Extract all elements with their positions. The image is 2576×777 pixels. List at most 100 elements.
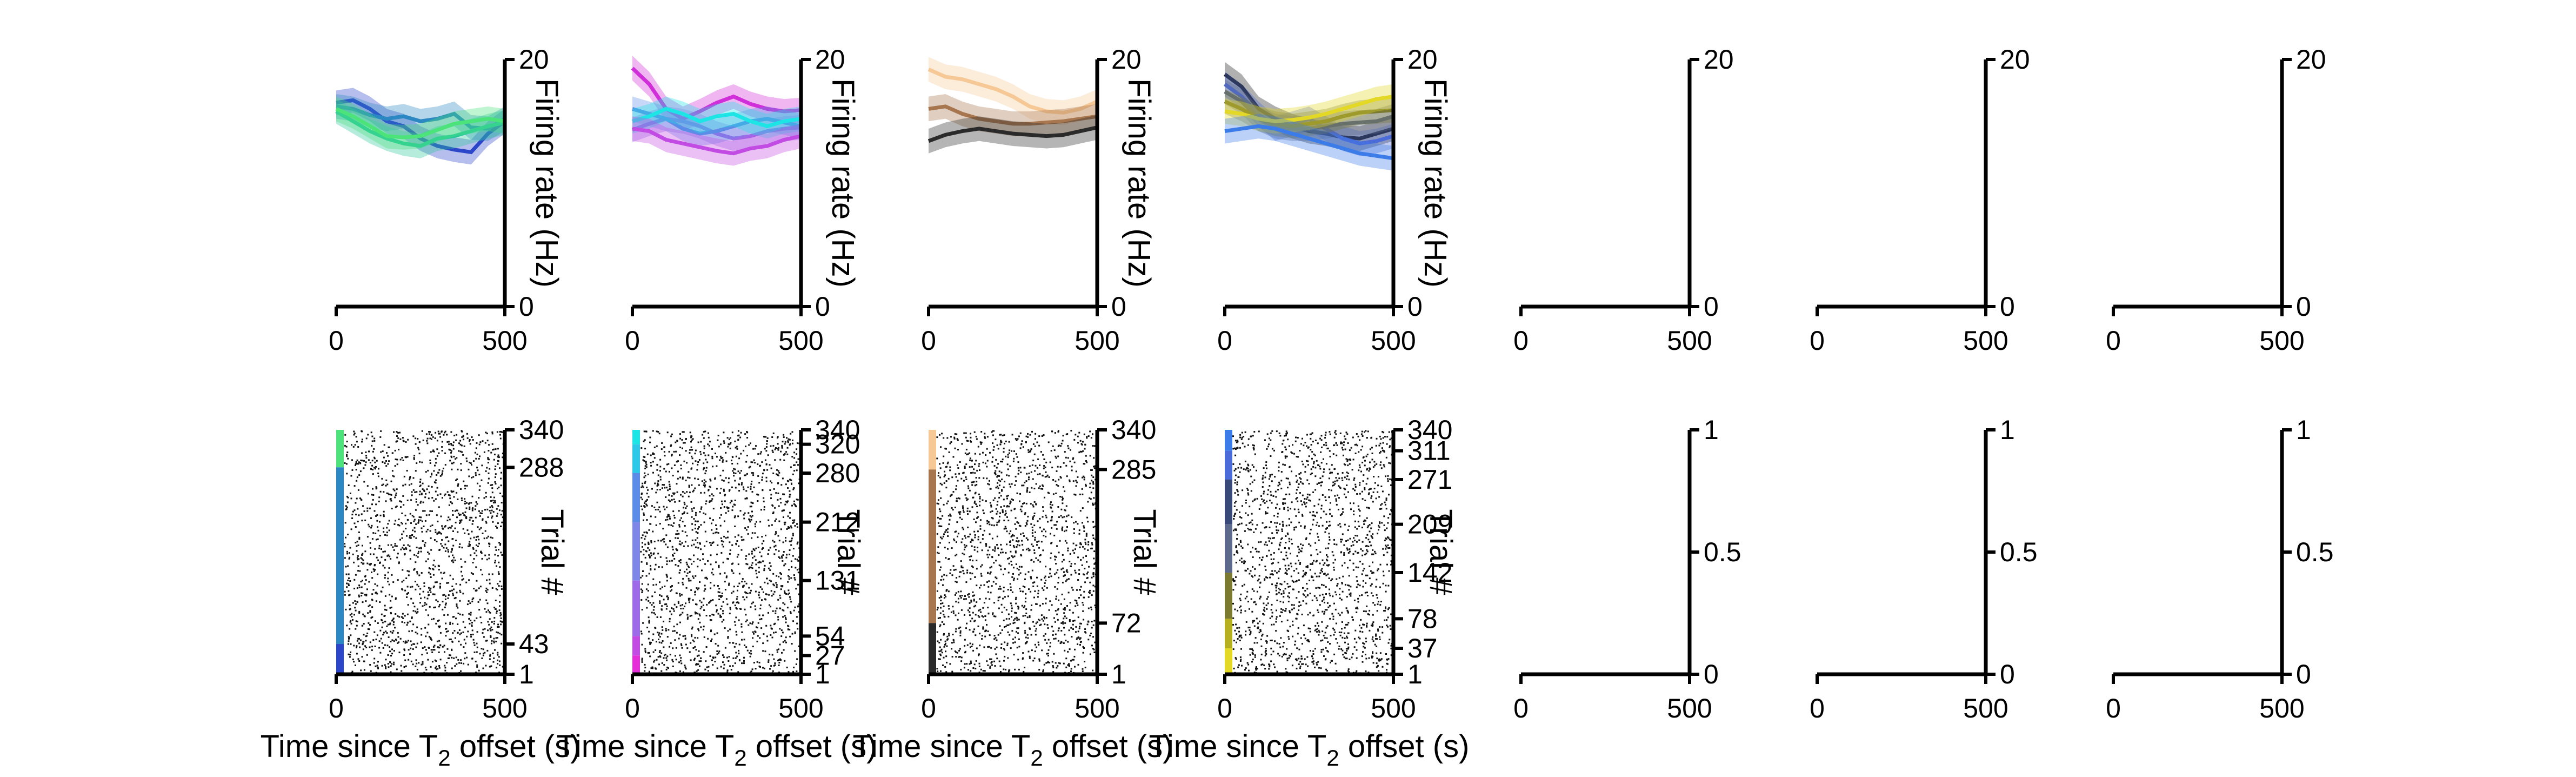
spike — [412, 663, 414, 666]
spike — [478, 489, 481, 491]
spike — [344, 546, 346, 548]
spike — [995, 508, 997, 510]
spike — [358, 585, 361, 587]
spike — [782, 602, 784, 604]
spike — [649, 441, 651, 443]
spike — [425, 635, 427, 637]
spike — [696, 469, 698, 471]
spike — [671, 454, 673, 456]
spike — [355, 628, 357, 630]
spike — [943, 656, 945, 659]
spike — [1076, 544, 1078, 546]
spike — [1009, 483, 1011, 486]
spike — [345, 463, 348, 465]
spike — [661, 487, 663, 489]
spike — [361, 595, 363, 597]
spike — [682, 495, 684, 497]
spike — [713, 633, 716, 635]
spike — [421, 520, 423, 522]
spike — [1057, 455, 1059, 457]
spike — [416, 571, 418, 573]
spike — [468, 533, 470, 535]
spike — [355, 526, 357, 528]
spike — [495, 483, 497, 485]
spike — [644, 650, 646, 652]
spike — [974, 493, 976, 495]
spike — [770, 625, 772, 627]
spike — [455, 540, 457, 541]
spike — [1082, 507, 1084, 509]
spike — [493, 640, 495, 642]
spike — [500, 471, 502, 474]
spike — [1080, 543, 1082, 546]
spike — [425, 603, 428, 606]
spike — [937, 499, 939, 501]
spike — [395, 459, 397, 460]
spike — [350, 475, 352, 477]
spike — [790, 560, 792, 562]
spike — [461, 497, 463, 500]
spike — [997, 600, 999, 602]
spike — [776, 649, 778, 651]
spike — [779, 643, 781, 646]
spike — [1093, 652, 1096, 653]
spike — [1082, 602, 1084, 603]
spike — [1074, 563, 1076, 565]
spike — [1051, 504, 1053, 506]
spike — [468, 543, 470, 545]
series-line — [632, 127, 802, 156]
spike — [1083, 574, 1085, 576]
spike — [751, 481, 753, 482]
spike — [711, 542, 713, 544]
spike — [1090, 547, 1092, 549]
spike — [664, 654, 665, 656]
spike — [444, 667, 446, 669]
spike — [494, 500, 496, 502]
spike — [1088, 566, 1090, 568]
spike — [1027, 479, 1030, 481]
spike — [425, 471, 427, 473]
spike — [415, 646, 417, 648]
spike — [741, 581, 743, 583]
spike — [438, 469, 441, 471]
spike — [376, 520, 378, 522]
spike — [778, 665, 780, 666]
spike — [1017, 544, 1019, 546]
spike — [672, 525, 674, 527]
spike — [660, 633, 663, 635]
spike — [415, 554, 417, 556]
spike — [686, 568, 688, 570]
spike — [668, 494, 670, 496]
spike — [394, 627, 396, 629]
spike — [431, 524, 433, 526]
spike — [1022, 615, 1024, 617]
spike — [998, 564, 1000, 566]
spike — [792, 442, 793, 444]
spike — [1057, 608, 1059, 610]
spike — [998, 475, 1000, 477]
spike — [658, 641, 660, 643]
spike — [492, 511, 495, 513]
spike — [498, 509, 500, 512]
spike — [1019, 500, 1020, 502]
spike — [432, 649, 435, 651]
spike — [1072, 620, 1075, 622]
spike — [345, 608, 347, 610]
series-line — [927, 68, 1098, 115]
spike — [783, 434, 785, 436]
spike — [690, 446, 692, 448]
spike — [1092, 487, 1095, 489]
spike — [350, 651, 352, 653]
spike — [469, 602, 471, 605]
spike — [712, 508, 715, 510]
spike — [727, 636, 729, 637]
spike — [943, 614, 945, 616]
spike — [1092, 521, 1095, 523]
spike — [689, 492, 691, 494]
spike — [416, 642, 418, 645]
spike — [390, 612, 392, 614]
spike — [949, 663, 951, 665]
spike — [464, 561, 466, 563]
spike — [718, 592, 720, 594]
